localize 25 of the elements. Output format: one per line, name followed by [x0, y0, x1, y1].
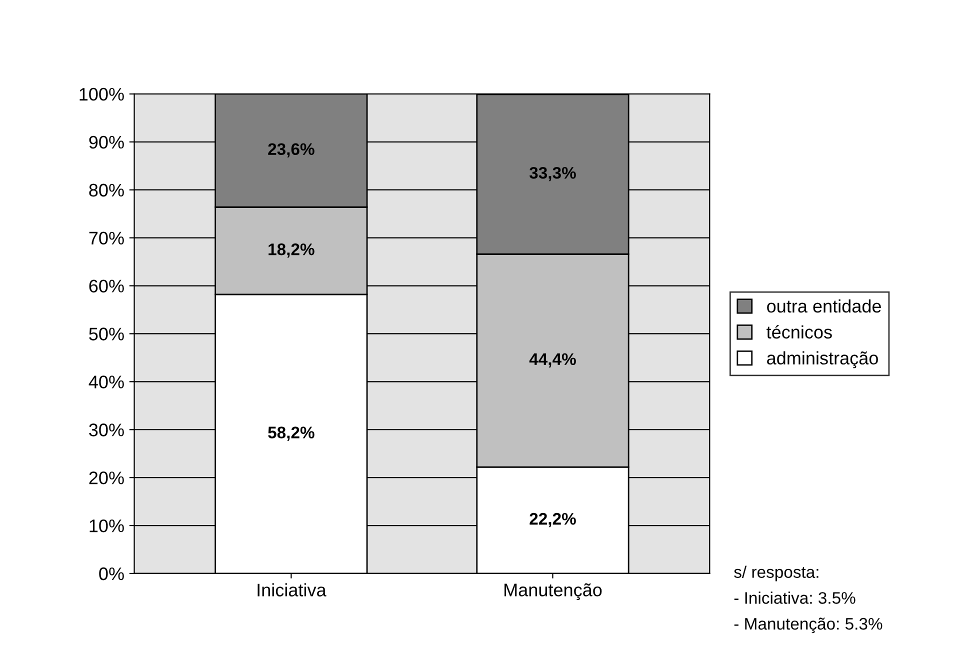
- data-label: 23,6%: [268, 143, 314, 158]
- legend-label: técnicos: [766, 325, 832, 339]
- y-tick-label: 90%: [89, 136, 124, 149]
- legend-label: administração: [767, 351, 878, 368]
- data-label: 33,3%: [529, 166, 576, 182]
- y-tick-label: 10%: [90, 519, 124, 532]
- y-tick-label: 20%: [89, 472, 124, 484]
- x-tick-label: Iniciativa: [258, 583, 326, 596]
- y-tick-label: 50%: [89, 328, 124, 340]
- y-tick-label: 40%: [88, 376, 124, 388]
- text: - Manutenção: 5.3%: [734, 618, 882, 634]
- data-label: 58,2%: [268, 426, 314, 441]
- y-tick-label: 70%: [89, 232, 124, 245]
- x-tick-label: Manutenção: [504, 583, 602, 600]
- y-tick-label: 60%: [89, 280, 124, 292]
- legend-label: outra entidade: [767, 299, 881, 313]
- y-tick-label: 30%: [89, 424, 124, 436]
- text: s/ resposta:: [734, 566, 818, 582]
- data-label: 22,2%: [530, 512, 576, 528]
- y-tick-label: 0%: [99, 567, 124, 580]
- y-tick-label: 80%: [89, 184, 124, 197]
- data-label: 44,4%: [529, 353, 576, 368]
- data-label: 18,2%: [268, 243, 314, 258]
- text: - Iniciativa: 3.5%: [734, 592, 856, 604]
- y-tick-label: 100%: [80, 88, 124, 101]
